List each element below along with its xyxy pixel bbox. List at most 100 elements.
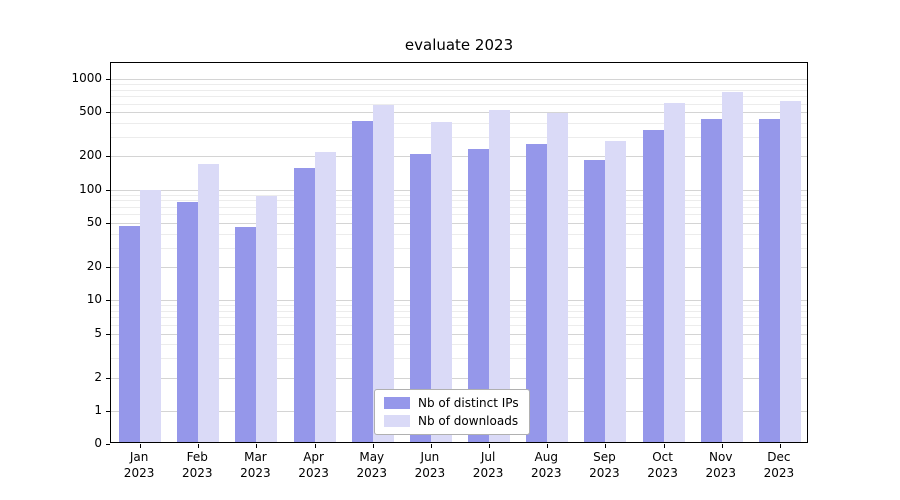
minor-gridline [111, 310, 807, 312]
minor-gridline [111, 344, 807, 346]
x-tick-mark [605, 444, 607, 448]
bar-downloads [372, 105, 394, 442]
x-tick-mark [314, 444, 316, 448]
y-tick-mark [106, 333, 110, 335]
minor-gridline [111, 358, 807, 360]
x-tick-label-line: Mar [244, 450, 267, 464]
bar-distinct-ips [293, 168, 315, 442]
x-tick-label: Sep 2023 [589, 449, 620, 481]
x-tick-label-line: 2023 [472, 466, 504, 480]
major-gridline [111, 189, 807, 191]
x-tick-label: May 2023 [356, 449, 387, 481]
minor-gridline [111, 200, 807, 202]
y-axis-tick-labels: 0 1 2 5 10 20 50 100 200 500 1000 [0, 62, 102, 450]
legend-item-downloads: Nb of downloads [384, 414, 519, 428]
x-tick-label: Jun 2023 [415, 449, 446, 481]
x-tick-mark [663, 444, 665, 448]
x-tick-label: Oct 2023 [647, 449, 678, 481]
minor-gridline [111, 96, 807, 98]
y-tick-label: 0 [94, 436, 102, 450]
x-tick-mark [372, 444, 374, 448]
chart-title: evaluate 2023 [404, 36, 514, 54]
minor-gridline [111, 194, 807, 196]
y-tick-label: 500 [79, 104, 102, 119]
legend-swatch-distinct-ips [384, 397, 410, 409]
x-tick-label-line: 2023 [589, 466, 620, 480]
x-tick-label-line: 2023 [240, 466, 271, 480]
minor-gridline [111, 233, 807, 235]
bar-downloads [663, 102, 685, 442]
x-tick-label-line: Jun [420, 450, 440, 464]
minor-gridline [111, 89, 807, 91]
bar-distinct-ips [177, 201, 199, 442]
x-tick-mark [140, 444, 142, 448]
x-tick-label-line: 2023 [763, 466, 795, 480]
y-tick-label: 100 [79, 181, 102, 196]
x-tick-mark [256, 444, 258, 448]
x-tick-label-line: 2023 [181, 466, 213, 480]
y-tick-label: 2 [94, 369, 102, 384]
minor-gridline [111, 247, 807, 249]
major-gridline [111, 222, 807, 224]
y-tick-label: 5 [94, 325, 102, 340]
x-tick-label: Dec 2023 [764, 449, 795, 481]
y-tick-mark [106, 189, 110, 191]
minor-gridline [111, 317, 807, 319]
x-tick-label-line: Apr [303, 450, 324, 464]
bar-downloads [430, 122, 452, 442]
x-tick-label: Aug 2023 [531, 449, 562, 481]
bar-distinct-ips [700, 118, 722, 442]
bar-downloads [547, 113, 569, 442]
legend: Nb of distinct IPs Nb of downloads [374, 389, 530, 435]
y-tick-mark [106, 300, 110, 302]
x-tick-label-line: Nov [709, 450, 733, 464]
y-tick-mark [106, 79, 110, 81]
y-tick-label: 1000 [71, 71, 102, 86]
x-tick-label: Mar 2023 [240, 449, 271, 481]
major-gridline [111, 79, 807, 81]
legend-swatch-downloads [384, 415, 410, 427]
major-gridline [111, 333, 807, 335]
minor-gridline [111, 136, 807, 138]
y-tick-label: 10 [86, 292, 102, 307]
x-tick-label-line: 2023 [530, 466, 562, 480]
bar-downloads [489, 110, 511, 442]
x-tick-label-line: Jan [129, 450, 149, 464]
x-tick-label-line: Sep [593, 450, 616, 464]
x-tick-label-line: Aug [534, 450, 558, 464]
x-tick-label-line: Dec [767, 450, 791, 464]
x-tick-label-line: 2023 [705, 466, 737, 480]
y-tick-mark [106, 266, 110, 268]
y-tick-mark [106, 377, 110, 379]
major-gridline [111, 266, 807, 268]
x-tick-label-line: 2023 [123, 466, 155, 480]
bar-distinct-ips [526, 143, 548, 442]
minor-gridline [111, 123, 807, 125]
major-gridline [111, 377, 807, 379]
minor-gridline [111, 324, 807, 326]
bar-downloads [256, 195, 278, 442]
bar-distinct-ips [468, 148, 490, 442]
bar-distinct-ips [642, 130, 664, 442]
plot-area: Nb of distinct IPs Nb of downloads [106, 62, 808, 448]
y-tick-label: 20 [86, 258, 102, 273]
x-tick-mark [547, 444, 549, 448]
major-gridline [111, 300, 807, 302]
bar-downloads [198, 163, 220, 442]
minor-gridline [111, 103, 807, 105]
x-tick-label: Jul 2023 [473, 449, 504, 481]
x-tick-label: Nov 2023 [705, 449, 736, 481]
bar-distinct-ips [351, 121, 373, 442]
x-tick-mark [721, 444, 723, 448]
x-tick-mark [779, 444, 781, 448]
bar-downloads [721, 91, 743, 442]
x-axis-tick-labels: Jan 2023 Feb 2023 Mar 2023 Apr 2023 May 2023 Jun 20… [110, 449, 808, 489]
x-tick-label: Jan 2023 [124, 449, 155, 481]
legend-label-distinct-ips: Nb of distinct IPs [418, 396, 519, 410]
y-tick-mark [106, 112, 110, 114]
x-tick-label: Apr 2023 [298, 449, 329, 481]
minor-gridline [111, 84, 807, 86]
x-tick-mark [430, 444, 432, 448]
bar-downloads [314, 152, 336, 442]
